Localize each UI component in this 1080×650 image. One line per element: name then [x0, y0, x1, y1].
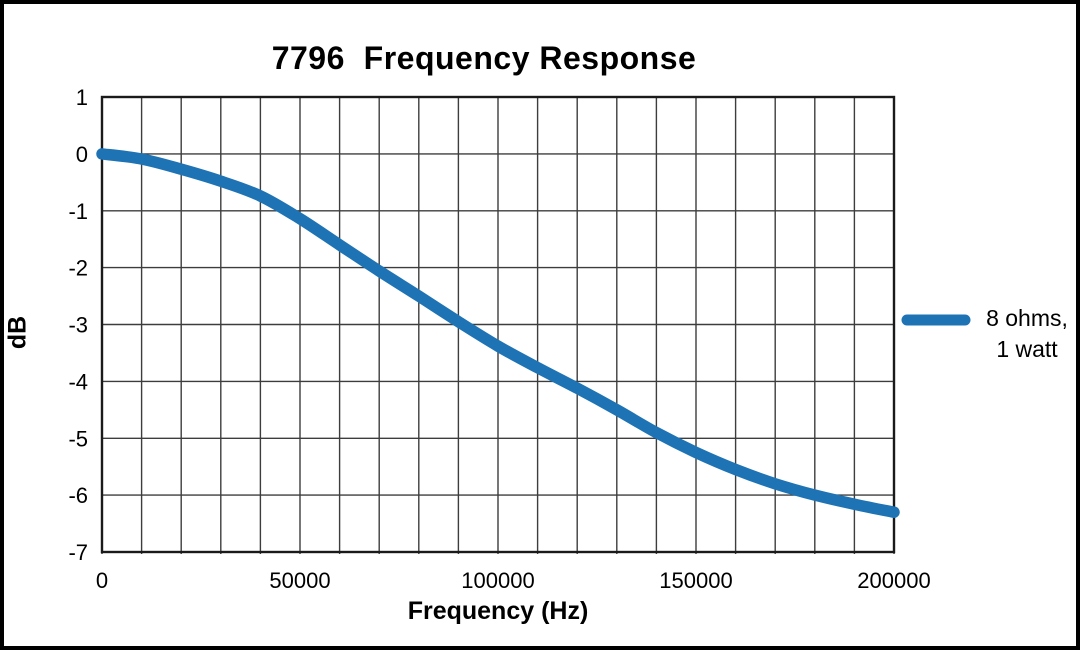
chart-title: 7796 Frequency Response [271, 40, 697, 76]
y-tick-label: -3 [68, 313, 88, 338]
y-tick-label: 1 [76, 85, 88, 110]
series-line [96, 148, 900, 518]
legend-label: 8 ohms, 1 watt [974, 303, 1080, 365]
legend: 8 ohms, 1 watt [900, 303, 1080, 365]
x-axis-title: Frequency (Hz) [407, 597, 589, 625]
y-tick-label: 0 [76, 142, 88, 167]
y-tick-label: -2 [68, 256, 88, 281]
y-tick-label: -7 [68, 540, 88, 565]
y-tick-label: -5 [68, 426, 88, 451]
x-tick-label: 0 [96, 568, 108, 593]
x-tick-label: 100000 [461, 568, 534, 593]
y-axis-title: dB [3, 315, 32, 350]
y-tick-label: -6 [68, 483, 88, 508]
y-tick-label: -1 [68, 199, 88, 224]
plot-border [100, 95, 896, 554]
legend-label-line2: 1 watt [996, 336, 1058, 362]
legend-line-swatch [901, 314, 971, 326]
x-tick-label: 50000 [269, 568, 330, 593]
x-tick-label: 150000 [659, 568, 732, 593]
y-tick-label: -4 [68, 369, 88, 394]
x-tick-label: 200000 [857, 568, 930, 593]
legend-label-line1: 8 ohms, [986, 305, 1068, 331]
